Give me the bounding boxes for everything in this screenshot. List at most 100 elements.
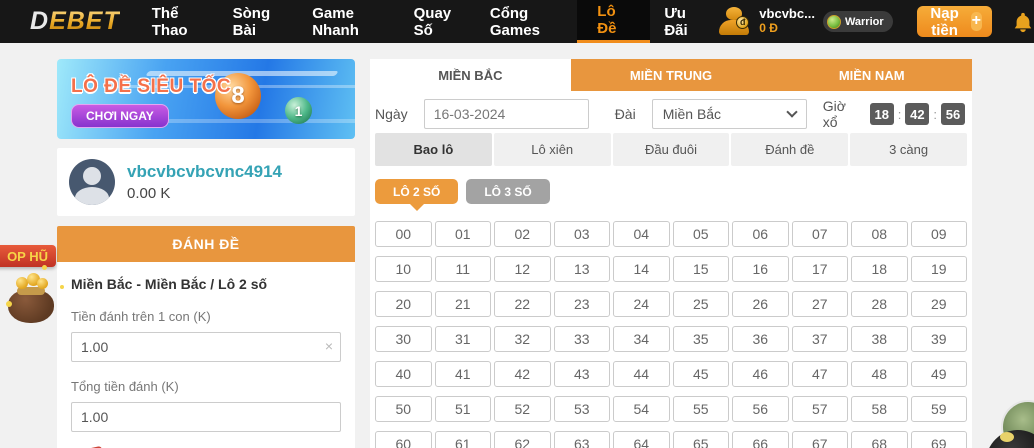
number-cell[interactable]: 46 bbox=[732, 361, 789, 387]
floating-promo-button[interactable] bbox=[986, 430, 1034, 448]
number-cell[interactable]: 36 bbox=[732, 326, 789, 352]
vip-level-badge[interactable]: Warrior bbox=[822, 11, 893, 32]
number-cell[interactable]: 34 bbox=[613, 326, 670, 352]
number-cell[interactable]: 37 bbox=[791, 326, 848, 352]
number-cell[interactable]: 22 bbox=[494, 291, 551, 317]
number-cell[interactable]: 43 bbox=[553, 361, 610, 387]
number-cell[interactable]: 19 bbox=[910, 256, 967, 282]
number-cell[interactable]: 04 bbox=[613, 221, 670, 247]
number-cell[interactable]: 15 bbox=[672, 256, 729, 282]
number-cell[interactable]: 08 bbox=[851, 221, 908, 247]
number-cell[interactable]: 39 bbox=[910, 326, 967, 352]
number-cell[interactable]: 49 bbox=[910, 361, 967, 387]
number-cell[interactable]: 03 bbox=[553, 221, 610, 247]
number-cell[interactable]: 12 bbox=[494, 256, 551, 282]
brand-logo[interactable]: D EBET bbox=[30, 0, 120, 43]
number-cell[interactable]: 28 bbox=[851, 291, 908, 317]
number-cell[interactable]: 00 bbox=[375, 221, 432, 247]
number-cell[interactable]: 68 bbox=[851, 431, 908, 448]
nav-item[interactable]: Ưu Đãi bbox=[664, 4, 688, 39]
number-cell[interactable]: 54 bbox=[613, 396, 670, 422]
notification-bell-icon[interactable] bbox=[1012, 11, 1034, 33]
station-select[interactable]: Miền Bắc bbox=[651, 99, 807, 129]
number-cell[interactable]: 56 bbox=[732, 396, 789, 422]
number-cell[interactable]: 35 bbox=[672, 326, 729, 352]
bet-slip-header[interactable]: ĐÁNH ĐỀ bbox=[57, 226, 355, 262]
number-cell[interactable]: 50 bbox=[375, 396, 432, 422]
number-cell[interactable]: 64 bbox=[613, 431, 670, 448]
per-number-input[interactable] bbox=[71, 332, 341, 362]
number-cell[interactable]: 52 bbox=[494, 396, 551, 422]
number-cell[interactable]: 30 bbox=[375, 326, 432, 352]
number-cell[interactable]: 42 bbox=[494, 361, 551, 387]
digit-mode-tab[interactable]: LÔ 2 SỐ bbox=[375, 179, 459, 211]
nav-item[interactable]: Thể Thao bbox=[151, 4, 188, 39]
number-cell[interactable]: 20 bbox=[375, 291, 432, 317]
number-cell[interactable]: 14 bbox=[613, 256, 670, 282]
number-cell[interactable]: 66 bbox=[732, 431, 789, 448]
number-cell[interactable]: 44 bbox=[613, 361, 670, 387]
number-cell[interactable]: 51 bbox=[434, 396, 491, 422]
number-cell[interactable]: 60 bbox=[375, 431, 432, 448]
nav-item[interactable]: Quay Số bbox=[413, 4, 452, 39]
number-cell[interactable]: 09 bbox=[910, 221, 967, 247]
number-cell[interactable]: 57 bbox=[791, 396, 848, 422]
number-cell[interactable]: 69 bbox=[910, 431, 967, 448]
avatar[interactable] bbox=[69, 159, 115, 205]
region-tab[interactable]: MIỀN TRUNG bbox=[570, 59, 772, 91]
nav-item[interactable]: Sòng Bài bbox=[232, 4, 271, 39]
number-cell[interactable]: 01 bbox=[434, 221, 491, 247]
bet-type-tab[interactable]: Bao lô bbox=[375, 133, 492, 166]
number-cell[interactable]: 24 bbox=[613, 291, 670, 317]
user-avatar-icon[interactable]: đ bbox=[717, 6, 751, 37]
nav-item[interactable]: Cổng Games bbox=[489, 4, 540, 39]
number-cell[interactable]: 27 bbox=[791, 291, 848, 317]
number-cell[interactable]: 63 bbox=[553, 431, 610, 448]
bet-type-tab[interactable]: Lô xiên bbox=[493, 133, 611, 166]
number-cell[interactable]: 67 bbox=[791, 431, 848, 448]
bet-type-tab[interactable]: Đầu đuôi bbox=[612, 133, 730, 166]
region-tab[interactable]: MIỀN NAM bbox=[771, 59, 973, 91]
jackpot-widget[interactable]: OP HŨ bbox=[0, 245, 64, 323]
play-now-button[interactable]: CHƠI NGAY bbox=[71, 104, 169, 128]
number-cell[interactable]: 10 bbox=[375, 256, 432, 282]
nav-item[interactable]: Lô Đề bbox=[577, 0, 651, 43]
promo-banner[interactable]: 8 1 LÔ ĐỀ SIÊU TỐC CHƠI NGAY bbox=[57, 59, 355, 139]
number-cell[interactable]: 17 bbox=[791, 256, 848, 282]
number-cell[interactable]: 45 bbox=[672, 361, 729, 387]
number-cell[interactable]: 48 bbox=[851, 361, 908, 387]
number-cell[interactable]: 58 bbox=[851, 396, 908, 422]
number-cell[interactable]: 29 bbox=[910, 291, 967, 317]
number-cell[interactable]: 33 bbox=[553, 326, 610, 352]
number-cell[interactable]: 07 bbox=[791, 221, 848, 247]
number-cell[interactable]: 31 bbox=[434, 326, 491, 352]
number-cell[interactable]: 25 bbox=[672, 291, 729, 317]
number-cell[interactable]: 47 bbox=[791, 361, 848, 387]
number-cell[interactable]: 32 bbox=[494, 326, 551, 352]
number-cell[interactable]: 11 bbox=[434, 256, 491, 282]
number-cell[interactable]: 18 bbox=[851, 256, 908, 282]
number-cell[interactable]: 26 bbox=[732, 291, 789, 317]
number-cell[interactable]: 59 bbox=[910, 396, 967, 422]
number-cell[interactable]: 38 bbox=[851, 326, 908, 352]
number-cell[interactable]: 16 bbox=[732, 256, 789, 282]
bet-type-tab[interactable]: Đánh đề bbox=[731, 133, 849, 166]
number-cell[interactable]: 06 bbox=[732, 221, 789, 247]
total-amount-input[interactable] bbox=[71, 402, 341, 432]
number-cell[interactable]: 21 bbox=[434, 291, 491, 317]
region-tab[interactable]: MIỀN BẮC bbox=[370, 59, 571, 91]
number-cell[interactable]: 40 bbox=[375, 361, 432, 387]
username[interactable]: vbcvbc... bbox=[759, 6, 815, 22]
clear-input-icon[interactable]: × bbox=[324, 338, 333, 354]
number-cell[interactable]: 61 bbox=[434, 431, 491, 448]
nav-item[interactable]: Game Nhanh bbox=[312, 4, 359, 39]
number-cell[interactable]: 13 bbox=[553, 256, 610, 282]
number-cell[interactable]: 62 bbox=[494, 431, 551, 448]
number-cell[interactable]: 23 bbox=[553, 291, 610, 317]
number-cell[interactable]: 02 bbox=[494, 221, 551, 247]
date-input[interactable] bbox=[423, 99, 589, 129]
number-cell[interactable]: 55 bbox=[672, 396, 729, 422]
digit-mode-tab[interactable]: LÔ 3 SỐ bbox=[466, 179, 550, 204]
deposit-button[interactable]: Nạp tiền + bbox=[916, 5, 992, 39]
number-cell[interactable]: 41 bbox=[434, 361, 491, 387]
